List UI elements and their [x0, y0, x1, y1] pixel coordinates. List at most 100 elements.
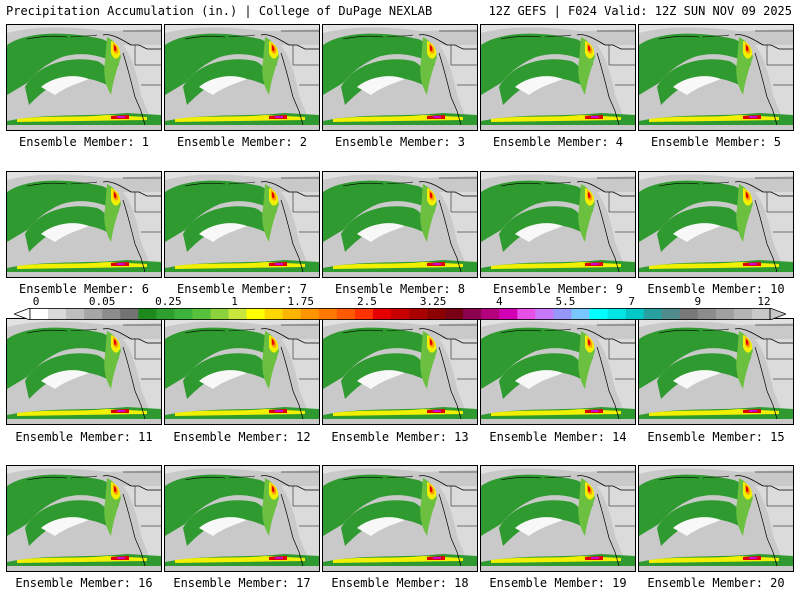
- colorbar-max-arrow: [769, 308, 786, 320]
- chart-title: Precipitation Accumulation (in.) | Colle…: [6, 4, 433, 18]
- colorbar-swatch: [84, 308, 103, 320]
- ensemble-member-label: Ensemble Member: 11: [15, 430, 153, 444]
- ensemble-member-map: [322, 465, 478, 572]
- colorbar-swatch: [553, 308, 572, 320]
- ensemble-member-map: [164, 171, 320, 278]
- colorbar-swatch: [300, 308, 320, 320]
- ensemble-member-map: [480, 24, 636, 131]
- colorbar-swatch: [463, 308, 482, 320]
- ensemble-member-map: [6, 465, 162, 572]
- colorbar-swatch: [751, 308, 771, 320]
- colorbar-swatch: [427, 308, 446, 320]
- colorbar-swatch: [192, 308, 211, 320]
- ensemble-member-map: [480, 171, 636, 278]
- ensemble-member-label: Ensemble Member: 12: [173, 430, 311, 444]
- ensemble-member-map: [164, 24, 320, 131]
- colorbar-swatch: [318, 308, 338, 320]
- ensemble-member-label: Ensemble Member: 17: [173, 576, 311, 590]
- ensemble-member-label: Ensemble Member: 1: [18, 135, 150, 149]
- colorbar-swatch: [499, 308, 518, 320]
- ensemble-member-map: [322, 24, 478, 131]
- precipitation-colorbar: [14, 308, 786, 320]
- colorbar-swatch: [336, 308, 356, 320]
- ensemble-member-map: [638, 24, 794, 131]
- ensemble-member-label: Ensemble Member: 19: [489, 576, 627, 590]
- colorbar-tick-label: 0.25: [155, 295, 182, 308]
- colorbar-swatch: [174, 308, 193, 320]
- ensemble-member-map: [164, 465, 320, 572]
- colorbar-swatch: [679, 308, 699, 320]
- ensemble-member-label: Ensemble Member: 7: [176, 282, 308, 296]
- colorbar-swatch: [48, 308, 67, 320]
- colorbar-tick-label: 1: [231, 295, 238, 308]
- colorbar-swatch: [481, 308, 500, 320]
- colorbar-swatch: [715, 308, 735, 320]
- ensemble-member-label: Ensemble Member: 4: [492, 135, 624, 149]
- colorbar-swatch: [120, 308, 139, 320]
- colorbar-swatch: [138, 308, 157, 320]
- colorbar-tick-label: 7: [628, 295, 635, 308]
- ensemble-member-label: Ensemble Member: 10: [647, 282, 785, 296]
- ensemble-member-map: [480, 465, 636, 572]
- ensemble-member-map: [6, 318, 162, 425]
- ensemble-member-map: [164, 318, 320, 425]
- ensemble-member-label: Ensemble Member: 8: [334, 282, 466, 296]
- ensemble-member-label: Ensemble Member: 15: [647, 430, 785, 444]
- colorbar-swatch: [156, 308, 175, 320]
- ensemble-member-map: [6, 24, 162, 131]
- colorbar-swatch: [354, 308, 374, 320]
- ensemble-member-map: [322, 171, 478, 278]
- ensemble-member-label: Ensemble Member: 3: [334, 135, 466, 149]
- colorbar-swatch: [228, 308, 247, 320]
- colorbar-swatch: [607, 308, 626, 320]
- colorbar-swatch: [697, 308, 717, 320]
- ensemble-member-map: [638, 171, 794, 278]
- colorbar-tick-label: 0: [32, 295, 40, 308]
- ensemble-member-label: Ensemble Member: 2: [176, 135, 308, 149]
- colorbar-tick-label: 1.75: [287, 295, 314, 308]
- ensemble-member-label: Ensemble Member: 5: [650, 135, 782, 149]
- colorbar-tick-label: 2.5: [356, 295, 377, 308]
- ensemble-member-map: [638, 318, 794, 425]
- colorbar-swatch: [66, 308, 85, 320]
- colorbar-swatch: [372, 308, 392, 320]
- ensemble-member-label: Ensemble Member: 6: [18, 282, 150, 296]
- colorbar-swatch: [282, 308, 302, 320]
- colorbar-swatch: [517, 308, 536, 320]
- ensemble-member-label: Ensemble Member: 14: [489, 430, 627, 444]
- colorbar-swatch: [210, 308, 229, 320]
- colorbar-tick-label: 12: [757, 295, 771, 308]
- ensemble-member-label: Ensemble Member: 18: [331, 576, 469, 590]
- colorbar-swatch: [264, 308, 283, 320]
- colorbar-swatch: [102, 308, 121, 320]
- colorbar-swatch: [246, 308, 265, 320]
- model-run-info: 12Z GEFS | F024 Valid: 12Z SUN NOV 09 20…: [488, 4, 792, 18]
- colorbar-tick-label: 3.25: [419, 295, 447, 308]
- colorbar-tick-label: 4: [495, 295, 503, 308]
- ensemble-member-label: Ensemble Member: 9: [492, 282, 624, 296]
- ensemble-member-map: [638, 465, 794, 572]
- colorbar-outline: [29, 308, 771, 320]
- colorbar-min-arrow: [14, 308, 31, 320]
- ensemble-member-map: [480, 318, 636, 425]
- colorbar-swatch: [409, 308, 428, 320]
- ensemble-member-map: [322, 318, 478, 425]
- colorbar-swatch: [445, 308, 464, 320]
- ensemble-member-label: Ensemble Member: 13: [331, 430, 469, 444]
- colorbar-tick-label: 0.05: [88, 295, 116, 308]
- colorbar-swatch: [571, 308, 590, 320]
- colorbar-swatch: [643, 308, 663, 320]
- ensemble-member-label: Ensemble Member: 16: [15, 576, 153, 590]
- colorbar-swatch: [589, 308, 608, 320]
- colorbar-swatch: [661, 308, 681, 320]
- colorbar-swatch: [535, 308, 554, 320]
- colorbar-tick-label: 5.5: [555, 295, 576, 308]
- colorbar-swatch: [30, 308, 49, 320]
- ensemble-member-map: [6, 171, 162, 278]
- colorbar-tick-label: 9: [694, 295, 702, 308]
- colorbar-swatch: [733, 308, 753, 320]
- ensemble-member-label: Ensemble Member: 20: [647, 576, 785, 590]
- colorbar-swatch: [625, 308, 644, 320]
- colorbar-swatch: [390, 308, 410, 320]
